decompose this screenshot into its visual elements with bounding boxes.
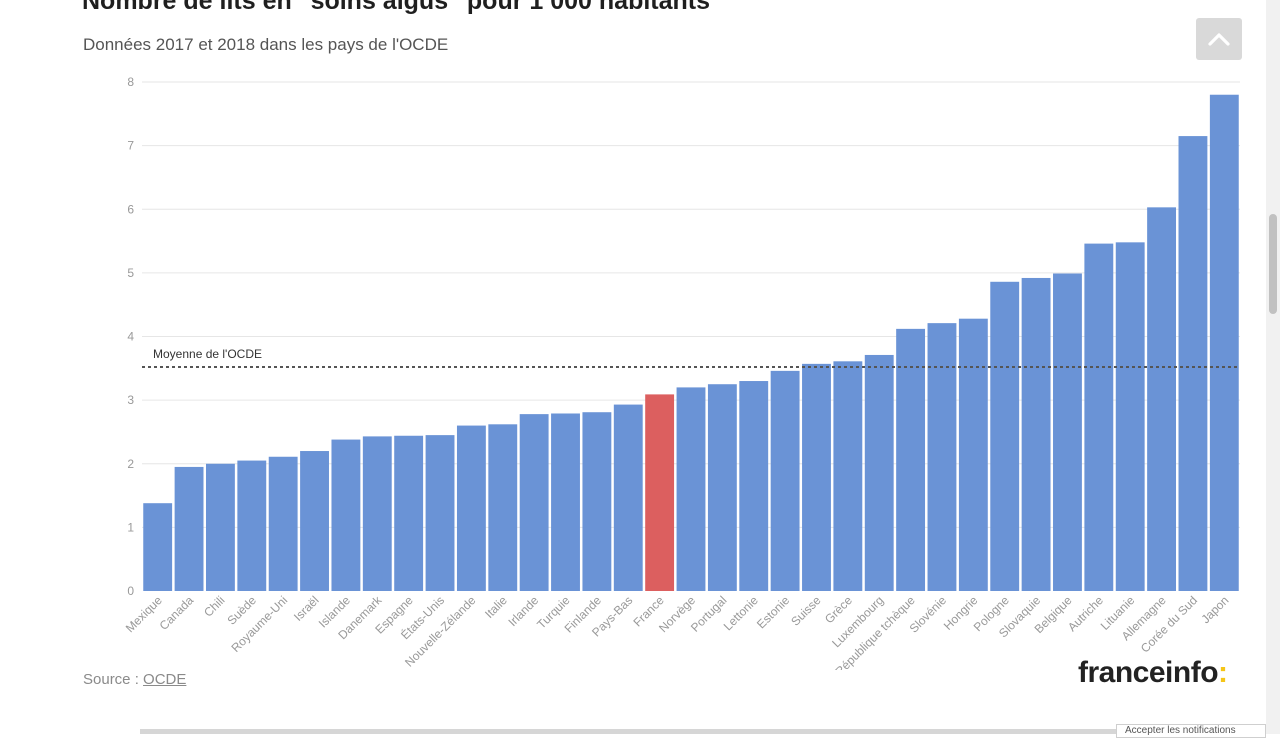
x-tick-label: Lettonie [721,593,761,633]
y-tick-label: 5 [127,266,134,280]
x-tick-label: Japon [1198,593,1231,626]
bar-17 [676,387,706,591]
bar-31 [1115,242,1145,591]
bar-28 [1021,277,1051,591]
bar-14 [582,412,612,591]
x-tick-label: Mexique [123,593,165,635]
bar-7 [362,436,392,591]
bar-27 [990,281,1020,591]
x-tick-label: Suisse [788,593,824,629]
bar-1 [174,466,204,591]
x-tick-label: Canada [157,593,197,633]
bar-10 [456,425,486,591]
horizontal-scrollbar[interactable] [140,729,1266,734]
scroll-to-top-button[interactable] [1196,18,1242,60]
bar-32 [1147,207,1177,591]
y-tick-label: 0 [127,584,134,598]
bar-33 [1178,136,1208,592]
bar-30 [1084,243,1114,592]
y-tick-label: 2 [127,457,134,471]
bar-8 [394,435,424,591]
chart-title: Nombre de lits en "soins aigus" pour 1 0… [82,0,711,15]
scrollbar-thumb[interactable] [1269,214,1277,314]
reference-line-label: Moyenne de l'OCDE [153,347,262,361]
chevron-up-icon [1208,33,1230,46]
bar-24 [896,328,926,591]
bar-19 [739,381,769,591]
y-tick-label: 6 [127,202,134,216]
y-tick-label: 3 [127,393,134,407]
x-tick-label: Chili [201,593,227,619]
bar-25 [927,323,957,591]
x-tick-label: Italie [482,593,510,621]
y-tick-label: 4 [127,330,134,344]
page-scrollbar[interactable] [1266,0,1280,734]
bar-29 [1053,273,1082,591]
y-tick-label: 8 [127,75,134,89]
bar-11 [488,424,518,591]
notification-prompt[interactable]: Accepter les notifications [1116,724,1266,738]
x-tick-label: Autriche [1065,593,1106,634]
bar-6 [331,439,361,591]
bar-15 [613,404,643,591]
y-tick-label: 1 [127,520,134,534]
bar-34 [1209,94,1239,591]
x-tick-label: Estonie [754,593,792,631]
bar-20 [770,370,800,591]
bar-26 [958,318,988,591]
bar-3 [237,460,267,591]
brand-colon: : [1218,656,1228,689]
bar-21 [802,363,831,591]
bar-9 [425,435,455,591]
bar-2 [205,463,235,591]
bar-4 [268,456,298,591]
brand-name: franceinfo [1078,656,1219,689]
bar-13 [551,413,580,591]
bar-23 [864,354,894,591]
source-prefix: Source : [83,671,144,688]
bar-22 [833,361,863,591]
bar-5 [300,451,329,591]
source-link[interactable]: OCDE [143,671,187,688]
franceinfo-logo: franceinfo: [1078,656,1228,690]
bar-12 [519,414,549,591]
source-line: Source : OCDE [83,671,186,688]
y-tick-label: 7 [127,139,134,153]
chart-subtitle: Données 2017 et 2018 dans les pays de l'… [83,35,449,54]
bar-16 [645,394,675,591]
bar-0 [143,503,173,591]
bar-18 [707,384,737,591]
